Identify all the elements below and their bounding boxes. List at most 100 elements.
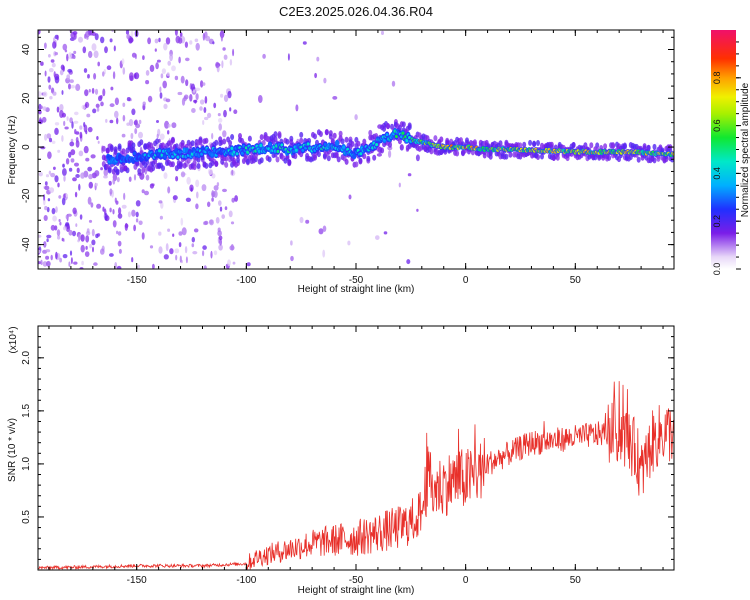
heatmap-cell — [68, 83, 71, 90]
snr-panel: -150 -100 -50 0 50 0.5 1.0 1.5 2.0 Height of str… — [7, 325, 675, 596]
figure-title: C2E3.2025.026.04.36.R04 — [279, 4, 433, 19]
heatmap-cell — [205, 35, 211, 42]
heatmap-cell — [90, 202, 94, 208]
heatmap-cell — [86, 228, 90, 234]
heatmap-cell — [190, 140, 195, 147]
heatmap-cell — [196, 163, 201, 169]
heatmap-cell — [55, 251, 58, 260]
heatmap-cell — [68, 167, 73, 172]
heatmap-cell — [235, 152, 239, 156]
heatmap-cell — [70, 158, 75, 163]
heatmap-cell — [383, 231, 388, 235]
heatmap-cell — [372, 154, 377, 161]
heatmap-cell — [555, 154, 560, 161]
heatmap-cell — [167, 123, 171, 128]
heatmap-cell — [83, 121, 86, 128]
heatmap-cell — [56, 34, 59, 41]
heatmap-cell — [69, 250, 73, 256]
heatmap-cell — [196, 191, 199, 199]
heatmap-cell — [344, 136, 349, 143]
heatmap-cell — [385, 133, 389, 137]
heatmap-cell — [219, 206, 223, 212]
heatmap-cell — [91, 228, 95, 237]
heatmap-cell — [97, 61, 100, 67]
heatmap-cell — [75, 136, 79, 143]
heatmap-cell — [218, 123, 222, 131]
heatmap-cell — [386, 123, 390, 130]
heatmap-cell — [47, 198, 51, 202]
heatmap-cell — [48, 137, 53, 143]
heatmap-cell — [72, 207, 77, 215]
heatmap-cell — [211, 132, 214, 140]
heatmap-cell — [229, 59, 233, 66]
heatmap-cell — [221, 214, 225, 220]
heatmap-cell — [48, 170, 52, 175]
heatmap-cell — [268, 142, 272, 146]
heatmap-cell — [262, 53, 266, 59]
heatmap-cell — [105, 147, 110, 154]
heatmap-cell — [259, 134, 264, 141]
heatmap-cell — [63, 175, 66, 182]
heatmap-cell — [45, 255, 50, 260]
x-tick-label: -100 — [236, 275, 256, 286]
heatmap-cell — [114, 197, 117, 203]
heatmap-cell — [123, 192, 126, 200]
heatmap-cell — [91, 43, 97, 51]
heatmap-cell — [67, 68, 73, 73]
heatmap-cell — [125, 30, 130, 35]
heatmap-cell — [117, 240, 122, 247]
heatmap-cell — [100, 167, 103, 171]
heatmap-cell — [58, 219, 61, 222]
heatmap-cell — [75, 223, 78, 228]
heatmap-cell — [52, 215, 57, 222]
heatmap-cell — [218, 200, 222, 206]
heatmap-cell — [91, 239, 96, 246]
heatmap-cell — [342, 145, 346, 149]
heatmap-cell — [258, 95, 263, 103]
heatmap-cell — [204, 220, 209, 225]
heatmap-cell — [359, 152, 363, 156]
heatmap-cell — [332, 96, 338, 100]
heatmap-cell — [92, 108, 97, 114]
heatmap-cell — [87, 74, 90, 79]
heatmap-cell — [285, 138, 290, 145]
heatmap-cell — [102, 71, 105, 77]
heatmap-cell — [380, 147, 385, 154]
heatmap-cell — [179, 255, 182, 263]
colorbar-gradient — [711, 30, 736, 269]
heatmap-cell — [94, 88, 99, 95]
heatmap-cell — [381, 30, 384, 35]
colorbar-tick-label: 0.4 — [712, 167, 722, 180]
x-tick-label: 50 — [570, 575, 582, 586]
heatmap-cell — [508, 151, 513, 158]
spectrogram-ylabel: Frequency (Hz) — [7, 116, 18, 185]
heatmap-cell — [151, 165, 156, 172]
heatmap-cell — [145, 174, 150, 181]
x-tick-label: -150 — [127, 275, 147, 286]
heatmap-cell — [401, 121, 406, 128]
heatmap-cell — [192, 159, 197, 166]
heatmap-cell — [198, 66, 202, 72]
heatmap-cell — [177, 91, 183, 96]
heatmap-cell — [185, 79, 189, 87]
heatmap-cell — [79, 214, 83, 220]
heatmap-cell — [518, 142, 523, 149]
heatmap-cell — [536, 140, 540, 146]
heatmap-cell — [81, 260, 84, 266]
heatmap-cell — [135, 200, 141, 207]
heatmap-cell — [134, 53, 137, 60]
heatmap-cell — [57, 235, 61, 240]
heatmap-cell — [46, 133, 52, 139]
heatmap-cell — [158, 200, 163, 204]
heatmap-cell — [104, 213, 108, 221]
heatmap-cell — [195, 179, 200, 188]
y-tick-label: 40 — [21, 44, 32, 56]
heatmap-cell — [63, 120, 66, 127]
heatmap-cell — [154, 38, 159, 44]
heatmap-cell — [181, 97, 186, 106]
heatmap-cell — [69, 141, 75, 147]
heatmap-cell — [56, 106, 60, 113]
heatmap-cell — [109, 144, 114, 151]
heatmap-cell — [68, 52, 72, 60]
heatmap-cell — [141, 232, 145, 240]
